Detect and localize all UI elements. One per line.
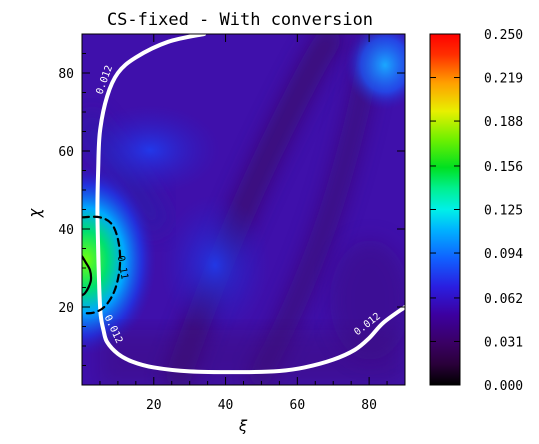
colorbar-tick-label: 0.062 bbox=[484, 292, 523, 307]
heatmap-field bbox=[82, 34, 405, 385]
colorbar-tick-label: 0.156 bbox=[484, 160, 523, 175]
contours bbox=[82, 34, 405, 375]
y-axis-label: χ bbox=[25, 208, 44, 218]
y-axis: 20 40 60 80 bbox=[58, 33, 405, 366]
colorbar-tick-label: 0.125 bbox=[484, 204, 523, 219]
contour-line bbox=[95, 34, 405, 375]
contour-label: 0.11 bbox=[115, 255, 130, 281]
contour-line bbox=[82, 255, 93, 297]
y-tick-label: 60 bbox=[58, 145, 74, 160]
y-tick-label: 40 bbox=[58, 223, 74, 238]
x-axis-label: ξ bbox=[238, 417, 247, 435]
x-tick-label: 80 bbox=[361, 398, 377, 413]
colorbar-tick-label: 0.188 bbox=[484, 115, 523, 130]
x-axis: 20 40 60 80 bbox=[99, 34, 406, 413]
contour-line bbox=[82, 215, 122, 315]
colorbar-tick-label: 0.000 bbox=[484, 379, 523, 394]
y-tick-label: 20 bbox=[58, 301, 74, 316]
colorbar-tick-label: 0.031 bbox=[484, 335, 523, 350]
y-tick-label: 80 bbox=[58, 67, 74, 82]
colorbar-ticks: 0.250 0.219 0.188 0.156 0.125 0.094 0.062 0.031… bbox=[430, 28, 523, 394]
x-tick-label: 60 bbox=[290, 398, 306, 413]
x-tick-label: 20 bbox=[146, 398, 162, 413]
chart-title: CS-fixed - With conversion bbox=[107, 10, 373, 30]
colorbar-tick-label: 0.094 bbox=[484, 247, 523, 262]
x-tick-label: 40 bbox=[218, 398, 234, 413]
colorbar-tick-label: 0.219 bbox=[484, 72, 523, 87]
colorbar-tick-label: 0.250 bbox=[484, 28, 523, 43]
